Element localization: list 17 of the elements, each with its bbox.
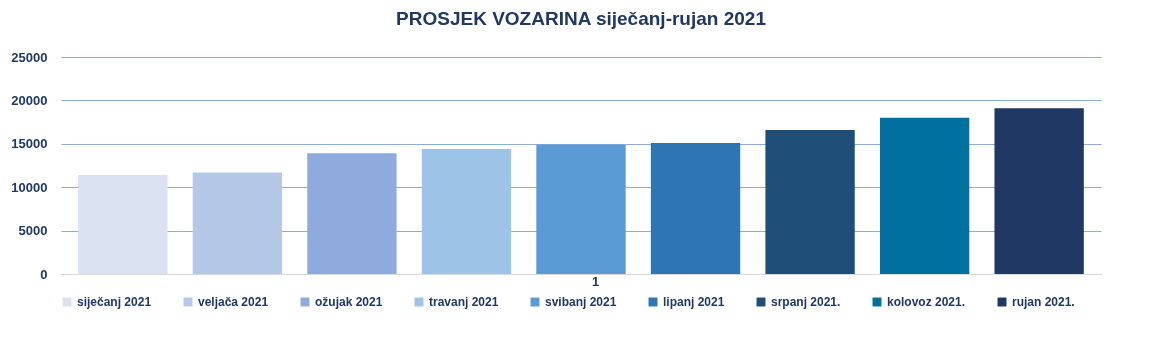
chart-title: PROSJEK VOZARINA siječanj-rujan 2021 xyxy=(396,8,767,29)
legend-label: svibanj 2021 xyxy=(545,295,617,309)
y-tick-label: 5000 xyxy=(18,223,48,239)
legend-label: rujan 2021. xyxy=(1012,295,1075,309)
y-tick-label: 25000 xyxy=(11,49,48,65)
legend-label: lipanj 2021 xyxy=(663,295,725,309)
annotation: 1 xyxy=(592,274,600,289)
legend-label: ožujak 2021 xyxy=(315,295,383,309)
legend-label: travanj 2021 xyxy=(429,295,499,309)
legend-label: srpanj 2021. xyxy=(771,295,841,309)
legend-label: siječanj 2021 xyxy=(77,295,152,309)
legend-label: veljača 2021 xyxy=(198,295,269,309)
legend-label: kolovoz 2021. xyxy=(887,295,966,309)
y-tick-label: 20000 xyxy=(11,92,48,108)
y-tick-label: 10000 xyxy=(11,179,48,195)
y-tick-label: 0 xyxy=(40,266,48,282)
y-tick-label: 15000 xyxy=(11,136,48,152)
